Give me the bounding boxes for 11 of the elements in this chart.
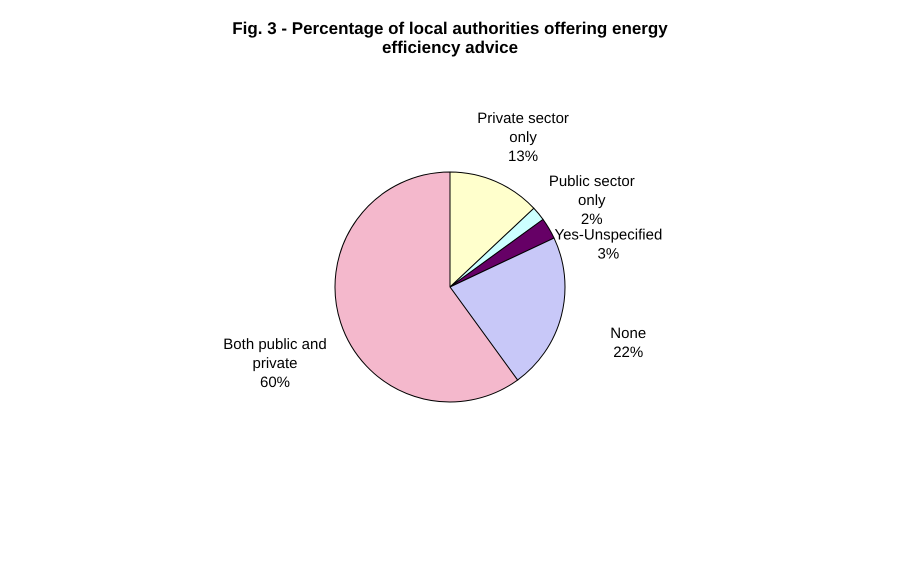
data-label: 22% <box>613 344 644 361</box>
slice-label: Public sector only <box>548 173 635 210</box>
data-label: 2% <box>580 211 603 228</box>
slice-label: Both public and private <box>223 336 327 372</box>
chart-title: Fig. 3 - Percentage of local authorities offering energy efficiency advice <box>232 19 668 57</box>
data-label: 13% <box>508 148 538 166</box>
data-label: 3% <box>598 246 620 263</box>
slice-label: Yes-Unspecified <box>554 226 662 244</box>
data-label: 60% <box>260 374 290 391</box>
slice-label: Private sector only <box>477 110 569 146</box>
slice-label: None <box>610 324 646 342</box>
